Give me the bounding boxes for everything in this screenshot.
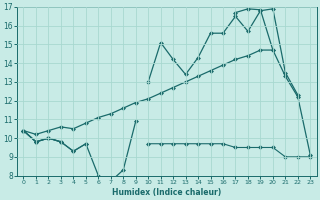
X-axis label: Humidex (Indice chaleur): Humidex (Indice chaleur): [112, 188, 221, 197]
